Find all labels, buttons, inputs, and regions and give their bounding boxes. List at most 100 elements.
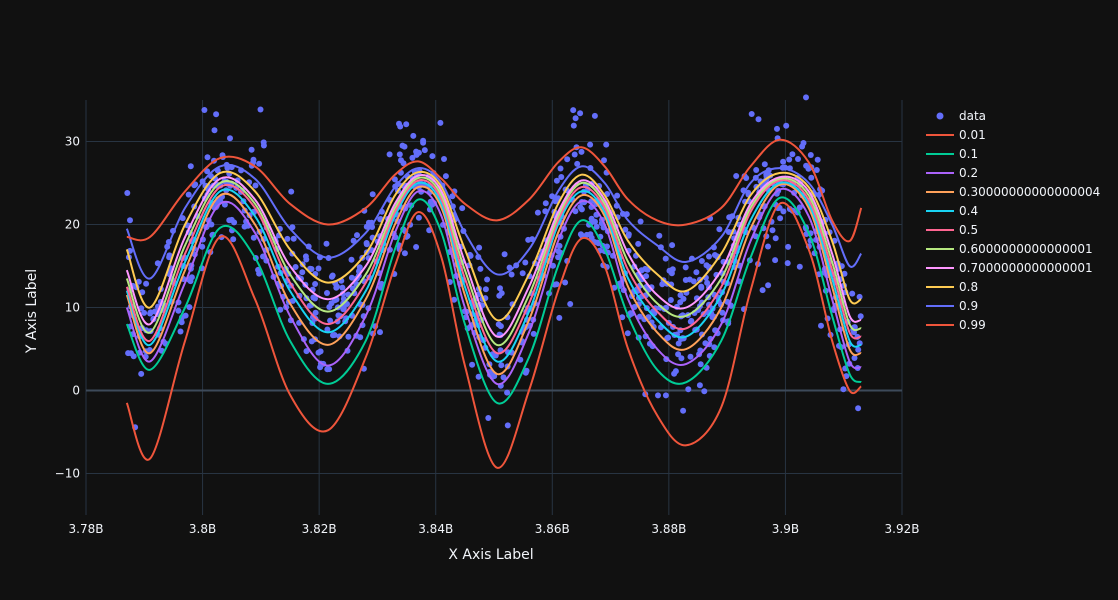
scatter-point [662, 255, 669, 262]
legend-label: 0.99 [959, 318, 986, 332]
legend[interactable]: data 0.01 0.1 0.2 0.30000000000000004 0.4 0.5 0… [926, 109, 1100, 332]
scatter-point [783, 122, 790, 129]
legend-label: 0.1 [959, 147, 978, 161]
legend-item-0_01[interactable]: 0.01 [926, 128, 986, 142]
scatter-point [326, 366, 333, 373]
scatter-point [410, 132, 417, 139]
scatter-point [413, 151, 420, 158]
scatter-point [562, 279, 569, 286]
scatter-point [211, 127, 218, 134]
scatter-point [192, 181, 199, 188]
scatter-point [857, 313, 864, 320]
legend-label: 0.9 [959, 299, 978, 313]
scatter-point [743, 175, 750, 181]
scatter-point [786, 156, 793, 163]
x-tick-label: 3.84B [418, 522, 453, 536]
legend-item-0_7000000000000001[interactable]: 0.7000000000000001 [926, 261, 1093, 275]
scatter-point [484, 276, 491, 283]
scatter-point [542, 200, 549, 207]
scatter-point [818, 322, 824, 329]
legend-item-data[interactable]: data [936, 109, 987, 123]
scatter-point [785, 243, 792, 250]
legend-label: data [959, 109, 986, 123]
scatter-point [500, 374, 507, 381]
scatter-point [303, 256, 310, 263]
scatter-point [345, 333, 352, 340]
x-tick-label: 3.86B [535, 522, 570, 536]
scatter-point [685, 386, 692, 393]
legend-item-0_30000000000000004[interactable]: 0.30000000000000004 [926, 185, 1100, 199]
scatter-point [441, 156, 447, 162]
legend-item-0_99[interactable]: 0.99 [926, 318, 986, 332]
scatter-point [328, 300, 335, 307]
legend-item-0_8[interactable]: 0.8 [926, 280, 978, 294]
scatter-point [348, 256, 355, 263]
scatter-point [497, 285, 503, 292]
legend-item-0_9[interactable]: 0.9 [926, 299, 978, 313]
legend-item-0_4[interactable]: 0.4 [926, 204, 978, 218]
scatter-point [807, 152, 814, 158]
scatter-point [175, 307, 182, 314]
scatter-point [138, 370, 145, 377]
scatter-point [308, 266, 315, 272]
scatter-point [637, 218, 644, 225]
scatter-point [475, 373, 482, 380]
legend-item-0_2[interactable]: 0.2 [926, 166, 978, 180]
scatter-point [701, 388, 708, 395]
scatter-point [330, 332, 336, 339]
legend-item-0_5[interactable]: 0.5 [926, 223, 978, 237]
scatter-point [315, 265, 322, 272]
quantile-line-0_2 [125, 187, 862, 385]
scatter-point [467, 252, 474, 259]
scatter-point [260, 139, 267, 146]
scatter-point [199, 243, 206, 250]
scatter-point [855, 405, 862, 412]
scatter-point [182, 312, 189, 319]
scatter-point [855, 346, 862, 353]
legend-item-0_1[interactable]: 0.1 [926, 147, 978, 161]
scatter-point [504, 422, 511, 429]
x-tick-label: 3.9B [772, 522, 799, 536]
scatter-point [675, 340, 682, 347]
scatter-point [813, 167, 820, 173]
scatter-point [570, 107, 577, 114]
scatter-point [391, 176, 398, 183]
scatter-point [706, 253, 712, 260]
scatter-point [519, 270, 526, 277]
scatter-point [504, 389, 511, 396]
x-tick-label: 3.8B [189, 522, 216, 536]
grid-lines [85, 100, 903, 515]
scatter-point [570, 122, 577, 129]
scatter-point [693, 269, 700, 276]
legend-item-0_6000000000000001[interactable]: 0.6000000000000001 [926, 242, 1093, 256]
scatter-point [574, 160, 581, 167]
scatter-point [186, 304, 193, 311]
scatter-point [604, 243, 610, 250]
scatter-point [299, 269, 306, 276]
scatter-point [327, 317, 334, 324]
scatter-point [774, 125, 780, 132]
y-tick-label: 0 [72, 384, 80, 398]
scatter-point [227, 135, 233, 142]
scatter-point [636, 313, 643, 320]
scatter-point [624, 330, 631, 337]
scatter-point [482, 286, 489, 293]
scatter-point [530, 330, 537, 337]
scatter-point [213, 111, 220, 118]
scatter-point [141, 309, 148, 316]
scatter-point [753, 167, 760, 173]
scatter-point [571, 151, 578, 158]
scatter-point [696, 382, 703, 389]
scatter-point [415, 214, 422, 221]
quantile-line-0_8 [125, 170, 862, 322]
legend-label: 0.2 [959, 166, 978, 180]
scatter-point [401, 250, 408, 257]
scatter-point [508, 271, 515, 278]
scatter-point [256, 160, 263, 167]
scatter-point [680, 407, 687, 414]
scatter-point [339, 284, 346, 291]
legend-label: 0.5 [959, 223, 978, 237]
scatter-point [635, 240, 642, 247]
scatter-point [557, 165, 564, 172]
